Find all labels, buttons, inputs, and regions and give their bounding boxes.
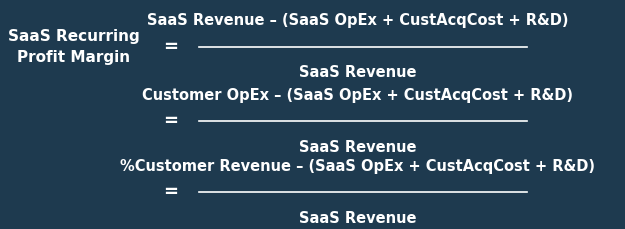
Text: SaaS Revenue: SaaS Revenue (299, 65, 416, 80)
Text: =: = (164, 112, 179, 130)
Text: %Customer Revenue – (SaaS OpEx + CustAcqCost + R&D): %Customer Revenue – (SaaS OpEx + CustAcq… (120, 159, 595, 174)
Text: =: = (164, 38, 179, 56)
Text: SaaS Revenue: SaaS Revenue (299, 139, 416, 155)
Text: =: = (164, 183, 179, 201)
Text: SaaS Recurring
Profit Margin: SaaS Recurring Profit Margin (8, 29, 139, 65)
Text: Customer OpEx – (SaaS OpEx + CustAcqCost + R&D): Customer OpEx – (SaaS OpEx + CustAcqCost… (142, 87, 573, 103)
Text: SaaS Revenue – (SaaS OpEx + CustAcqCost + R&D): SaaS Revenue – (SaaS OpEx + CustAcqCost … (147, 13, 568, 28)
Text: SaaS Revenue: SaaS Revenue (299, 211, 416, 226)
